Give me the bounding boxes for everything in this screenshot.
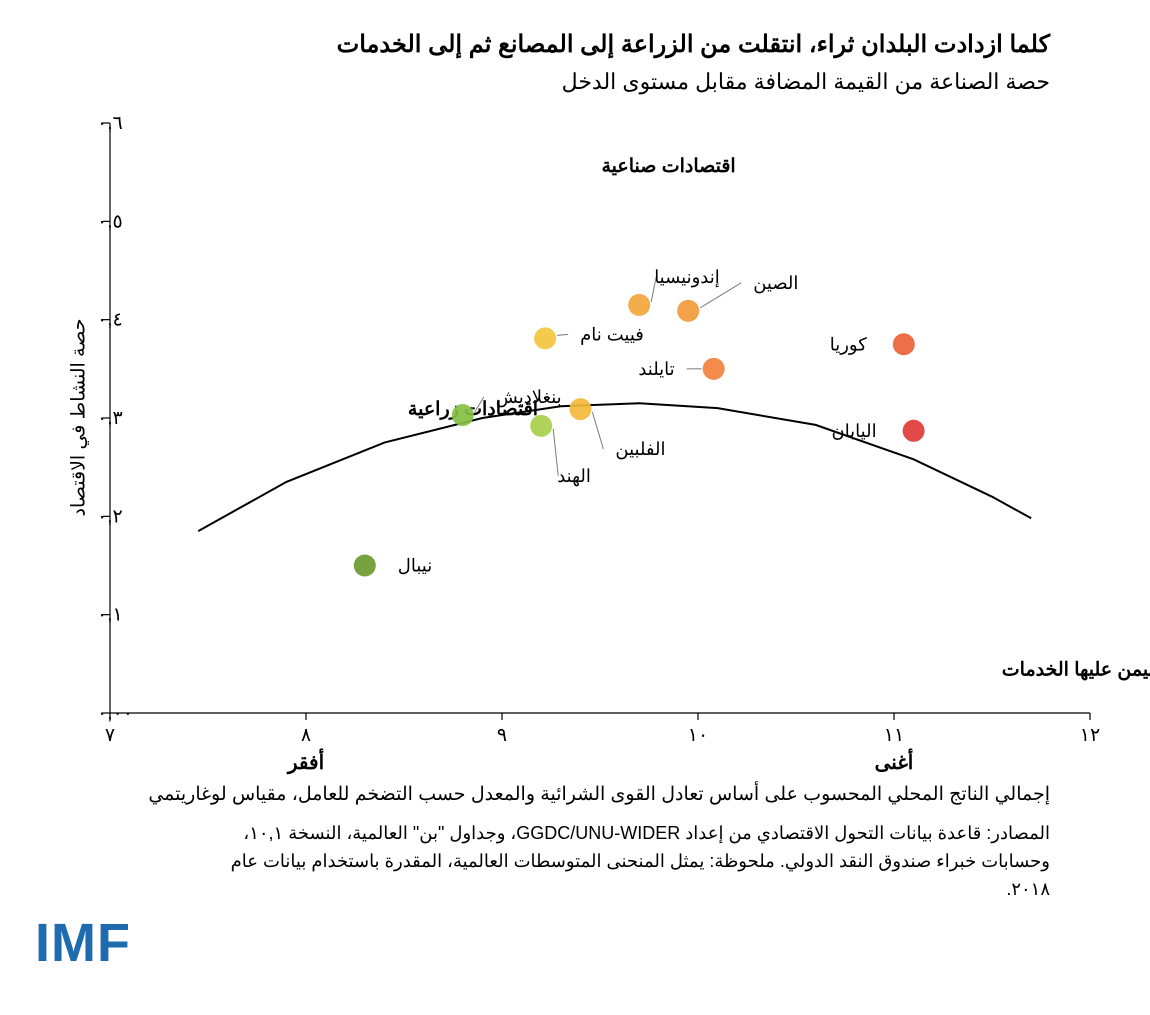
region-label: اقتصادات تهيمن عليها الخدمات — [1002, 660, 1150, 681]
point-label-philippines: الفلبين — [615, 439, 665, 460]
point-philippines — [569, 398, 591, 420]
trend-curve — [198, 403, 1031, 531]
point-label-nepal: نيبال — [398, 556, 432, 576]
point-china — [677, 300, 699, 322]
x-tick-label: ١٠ — [688, 725, 708, 746]
point-label-india: الهند — [557, 466, 591, 487]
y-tick-label: ٠,٣ — [97, 408, 123, 429]
point-indonesia — [628, 294, 650, 316]
scatter-plot: ٠,٠٠ ٠,١ ٠,٢ ٠,٣ ٠,٤ ٠,٥ ٠,٦ ٧ ٨ ٩ ١٠ ١١ ١٢ أفقر أغنى ا… — [40, 113, 1130, 793]
point-label-china: الصين — [753, 273, 798, 294]
point-japan — [903, 420, 925, 442]
x-tick-label: ١١ — [884, 725, 904, 746]
point-label-korea: كوريا — [830, 334, 867, 355]
chart-subtitle: حصة الصناعة من القيمة المضافة مقابل مستو… — [40, 69, 1050, 95]
x-tick-label: ٨ — [301, 725, 311, 746]
point-thailand — [703, 358, 725, 380]
x-under-label-poor: أفقر — [286, 748, 324, 775]
point-label-vietnam: فييت نام — [580, 324, 644, 345]
point-nepal — [354, 555, 376, 577]
x-tick-label: ١٢ — [1080, 725, 1100, 746]
chart-area: حصة النشاط في الاقتصاد ٠,٠٠٠,١٠,٢٠,٣٠,٤٠… — [40, 113, 1110, 783]
point-label-japan: اليابان — [831, 421, 876, 441]
region-label: اقتصادات صناعية — [602, 156, 736, 177]
x-tick-label: ٩ — [497, 725, 507, 746]
y-tick-label: ٠,٦ — [97, 113, 123, 134]
y-tick-label: ٠,٥ — [97, 211, 123, 232]
point-label-bangladesh: بنغلاديش — [496, 387, 562, 408]
y-tick-label: ٠,٢ — [97, 506, 123, 527]
point-korea — [893, 333, 915, 355]
leader-line — [557, 334, 568, 335]
x-tick-label: ٧ — [105, 725, 115, 746]
imf-logo: IMF — [35, 916, 131, 970]
x-under-label-rich: أغنى — [875, 748, 914, 774]
point-label-indonesia: إندونيسيا — [654, 267, 720, 288]
point-india — [530, 415, 552, 437]
point-bangladesh — [452, 404, 474, 426]
y-tick-label: ٠,٠٠ — [97, 703, 133, 724]
y-tick-label: ٠,٤ — [97, 310, 123, 331]
point-label-thailand: تايلند — [638, 359, 674, 379]
chart-title: كلما ازدادت البلدان ثراء، انتقلت من الزر… — [40, 30, 1050, 59]
y-tick-label: ٠,١ — [97, 605, 123, 626]
leader-line — [592, 412, 603, 449]
sources-note: المصادر: قاعدة بيانات التحول الاقتصادي م… — [200, 820, 1050, 904]
point-vietnam — [534, 327, 556, 349]
